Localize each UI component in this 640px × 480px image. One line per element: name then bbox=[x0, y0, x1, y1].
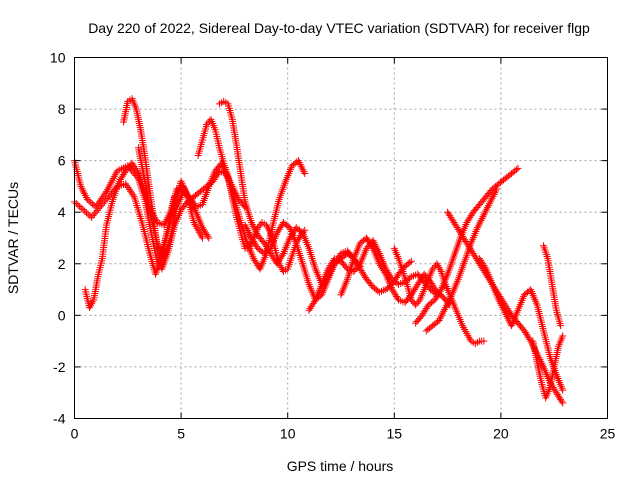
x-tick-label: 20 bbox=[493, 426, 509, 442]
data-point bbox=[407, 296, 415, 304]
data-point bbox=[301, 170, 309, 178]
data-point bbox=[84, 210, 92, 218]
x-tick-label: 0 bbox=[71, 426, 79, 442]
data-point bbox=[101, 189, 109, 197]
data-point bbox=[414, 298, 422, 306]
data-point bbox=[204, 119, 212, 127]
data-point bbox=[368, 281, 376, 289]
data-point bbox=[93, 206, 101, 214]
data-point bbox=[85, 197, 93, 205]
data-point bbox=[88, 213, 96, 221]
series-sat-c bbox=[81, 159, 213, 312]
data-point bbox=[76, 203, 84, 211]
data-point bbox=[558, 397, 566, 405]
data-point bbox=[255, 222, 263, 230]
data-layer bbox=[71, 95, 567, 407]
x-tick-label: 25 bbox=[600, 426, 616, 442]
data-point bbox=[203, 121, 211, 129]
y-tick-label: 6 bbox=[58, 153, 66, 169]
data-point bbox=[89, 212, 97, 220]
data-point bbox=[436, 287, 444, 295]
data-point bbox=[204, 232, 212, 240]
data-point bbox=[514, 164, 522, 172]
series-sat-o bbox=[476, 255, 567, 394]
data-point bbox=[105, 193, 113, 201]
data-point bbox=[74, 201, 82, 209]
y-tick-label: -4 bbox=[53, 411, 66, 427]
series-sat-q bbox=[540, 242, 565, 330]
data-point bbox=[98, 201, 106, 209]
data-point bbox=[406, 258, 414, 266]
data-point bbox=[429, 265, 437, 273]
data-point bbox=[407, 257, 415, 265]
data-point bbox=[557, 322, 565, 330]
y-tick-label: -2 bbox=[53, 359, 66, 375]
data-point bbox=[278, 251, 286, 259]
data-point bbox=[381, 268, 389, 276]
data-point bbox=[83, 195, 91, 203]
y-tick-label: 8 bbox=[58, 101, 66, 117]
data-point bbox=[559, 399, 567, 407]
data-point bbox=[480, 337, 488, 345]
data-point bbox=[87, 198, 95, 206]
data-point bbox=[512, 166, 520, 174]
y-tick-label: 2 bbox=[58, 256, 66, 272]
data-point bbox=[77, 204, 85, 212]
data-point bbox=[368, 243, 376, 251]
data-point bbox=[82, 209, 90, 217]
data-point bbox=[102, 196, 110, 204]
chart-title: Day 220 of 2022, Sidereal Day-to-day VTE… bbox=[88, 20, 590, 36]
data-point bbox=[412, 301, 420, 309]
data-point bbox=[90, 210, 98, 218]
data-point bbox=[559, 332, 567, 340]
data-point bbox=[198, 234, 206, 242]
plot-frame bbox=[74, 57, 608, 419]
tick-labels: 0 5 10 15 20 25 -4 -2 0 2 4 6 8 10 bbox=[50, 50, 616, 442]
data-point bbox=[99, 200, 107, 208]
x-axis-label: GPS time / hours bbox=[287, 458, 394, 474]
data-point bbox=[493, 185, 501, 193]
x-tick-label: 10 bbox=[280, 426, 296, 442]
data-point bbox=[81, 207, 89, 215]
y-axis-label: SDTVAR / TECUs bbox=[5, 182, 21, 294]
data-point bbox=[133, 168, 141, 176]
data-point bbox=[481, 263, 489, 271]
series-sat-m bbox=[422, 185, 501, 335]
data-point bbox=[96, 203, 104, 211]
data-point bbox=[182, 199, 190, 207]
data-point bbox=[559, 386, 567, 394]
data-point bbox=[526, 335, 534, 343]
series-sat-l bbox=[412, 164, 522, 327]
data-point bbox=[103, 194, 111, 202]
data-point bbox=[92, 208, 100, 216]
x-tick-label: 5 bbox=[177, 426, 185, 442]
data-point bbox=[72, 199, 80, 207]
data-point bbox=[95, 205, 103, 213]
x-tick-label: 15 bbox=[387, 426, 403, 442]
y-tick-label: 4 bbox=[58, 204, 66, 220]
data-point bbox=[205, 234, 213, 242]
data-point bbox=[413, 299, 421, 307]
data-point bbox=[79, 206, 87, 214]
y-tick-label: 0 bbox=[58, 307, 66, 323]
y-tick-label: 10 bbox=[50, 50, 66, 66]
ticks bbox=[74, 57, 608, 419]
data-point bbox=[100, 198, 108, 206]
series-sat-p bbox=[529, 332, 567, 402]
data-point bbox=[310, 298, 318, 306]
